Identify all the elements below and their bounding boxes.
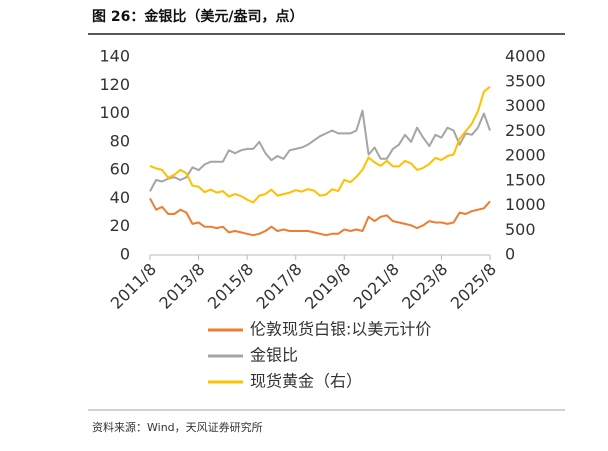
y-tick-label: 120 xyxy=(99,75,130,94)
line-series xyxy=(149,109,491,192)
y2-tick-label: 1500 xyxy=(505,170,546,189)
chart-title: 图 26：金银比（美元/盎司，点） xyxy=(92,8,303,25)
x-tick-label: 2025/8 xyxy=(447,260,500,313)
y-tick-label: 140 xyxy=(99,47,130,66)
y2-tick-label: 500 xyxy=(505,220,536,239)
y-tick-label: 80 xyxy=(110,131,130,150)
x-tick-label: 2015/8 xyxy=(204,260,257,313)
y2-tick-label: 0 xyxy=(505,245,515,264)
y2-tick-label: 2000 xyxy=(505,146,546,165)
y2-tick-label: 3500 xyxy=(505,71,546,90)
y2-tick-label: 1000 xyxy=(505,195,546,214)
x-tick-label: 2013/8 xyxy=(155,260,208,313)
y-tick-label: 20 xyxy=(110,216,130,235)
y2-tick-label: 3000 xyxy=(505,96,546,115)
line-series xyxy=(149,197,491,237)
legend-label: 伦敦现货白银:以美元计价 xyxy=(250,320,431,339)
x-tick-label: 2023/8 xyxy=(398,260,451,313)
line-series xyxy=(149,85,491,204)
x-tick-label: 2021/8 xyxy=(350,260,403,313)
x-tick-label: 2019/8 xyxy=(301,260,354,313)
y-tick-label: 60 xyxy=(110,160,130,179)
x-tick-label: 2011/8 xyxy=(107,260,160,313)
source: 资料来源：Wind，天风证券研究所 xyxy=(92,420,263,434)
y-tick-label: 100 xyxy=(99,103,130,122)
legend-label: 现货黄金（右） xyxy=(250,372,362,391)
y2-tick-label: 2500 xyxy=(505,121,546,140)
legend-label: 金银比 xyxy=(250,346,298,365)
y-tick-label: 40 xyxy=(110,188,130,207)
y-tick-label: 0 xyxy=(120,245,130,264)
y2-tick-label: 4000 xyxy=(505,47,546,66)
x-tick-label: 2017/8 xyxy=(252,260,305,313)
